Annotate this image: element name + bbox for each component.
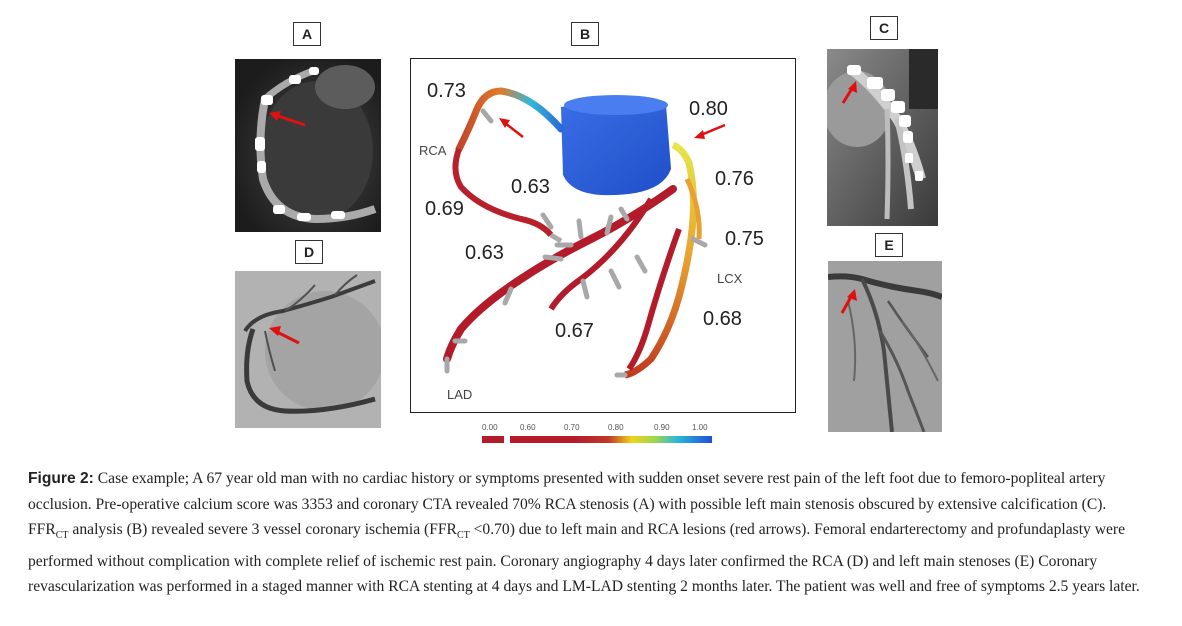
ct-image-rca (235, 59, 381, 232)
figure-label: Figure 2: (28, 470, 94, 487)
angiogram-left-main (828, 261, 942, 432)
panel-label-b: B (571, 22, 599, 46)
caption-text-3: <0.70) due to left main and RCA lesions … (28, 521, 1140, 596)
panel-label-d: D (295, 240, 323, 264)
ct-image-left-main (827, 49, 938, 226)
caption-subscript-1: CT (55, 530, 69, 542)
colorbar-tick-2: 0.70 (564, 423, 580, 432)
vessel-label-lad: LAD (447, 387, 472, 402)
ffr-value-lcx-proximal: 0.76 (715, 168, 754, 190)
ffr-value-lcx-distal: 0.68 (703, 308, 742, 330)
ffr-value-rca-branch: 0.63 (511, 176, 550, 198)
figure-caption: Figure 2: Case example; A 67 year old ma… (28, 466, 1148, 600)
vessel-label-rca: RCA (419, 143, 447, 158)
angiogram-rca (235, 271, 381, 428)
vessel-label-lcx: LCX (717, 271, 743, 286)
ffr-value-rca-mid: 0.69 (425, 198, 464, 220)
ffr-value-lad-mid: 0.67 (555, 320, 594, 342)
caption-text-1: Case example; A 67 year old man with no … (28, 470, 1107, 538)
colorbar-tick-4: 0.90 (654, 423, 670, 432)
ffr-colorbar: 0.00 0.60 0.70 0.80 0.90 1.00 (478, 418, 718, 454)
panel-label-e: E (875, 233, 903, 257)
ffrct-model-panel: 0.73 0.80 0.69 0.63 0.63 0.76 0.75 0.67 … (410, 58, 796, 413)
panel-label-c: C (870, 16, 898, 40)
colorbar-tick-1: 0.60 (520, 423, 536, 432)
ffr-value-lcx-mid: 0.75 (725, 228, 764, 250)
colorbar-tick-5: 1.00 (692, 423, 708, 432)
ffr-value-left-main: 0.80 (689, 98, 728, 120)
ffr-value-rca-proximal: 0.73 (427, 80, 466, 102)
panel-label-a: A (293, 22, 321, 46)
caption-text-2: analysis (B) revealed severe 3 vessel co… (68, 521, 457, 538)
caption-subscript-2: CT (456, 530, 470, 542)
colorbar-tick-0: 0.00 (482, 423, 498, 432)
aorta-shape (561, 101, 671, 196)
ffr-value-lad-proximal: 0.63 (465, 242, 504, 264)
colorbar-tick-3: 0.80 (608, 423, 624, 432)
